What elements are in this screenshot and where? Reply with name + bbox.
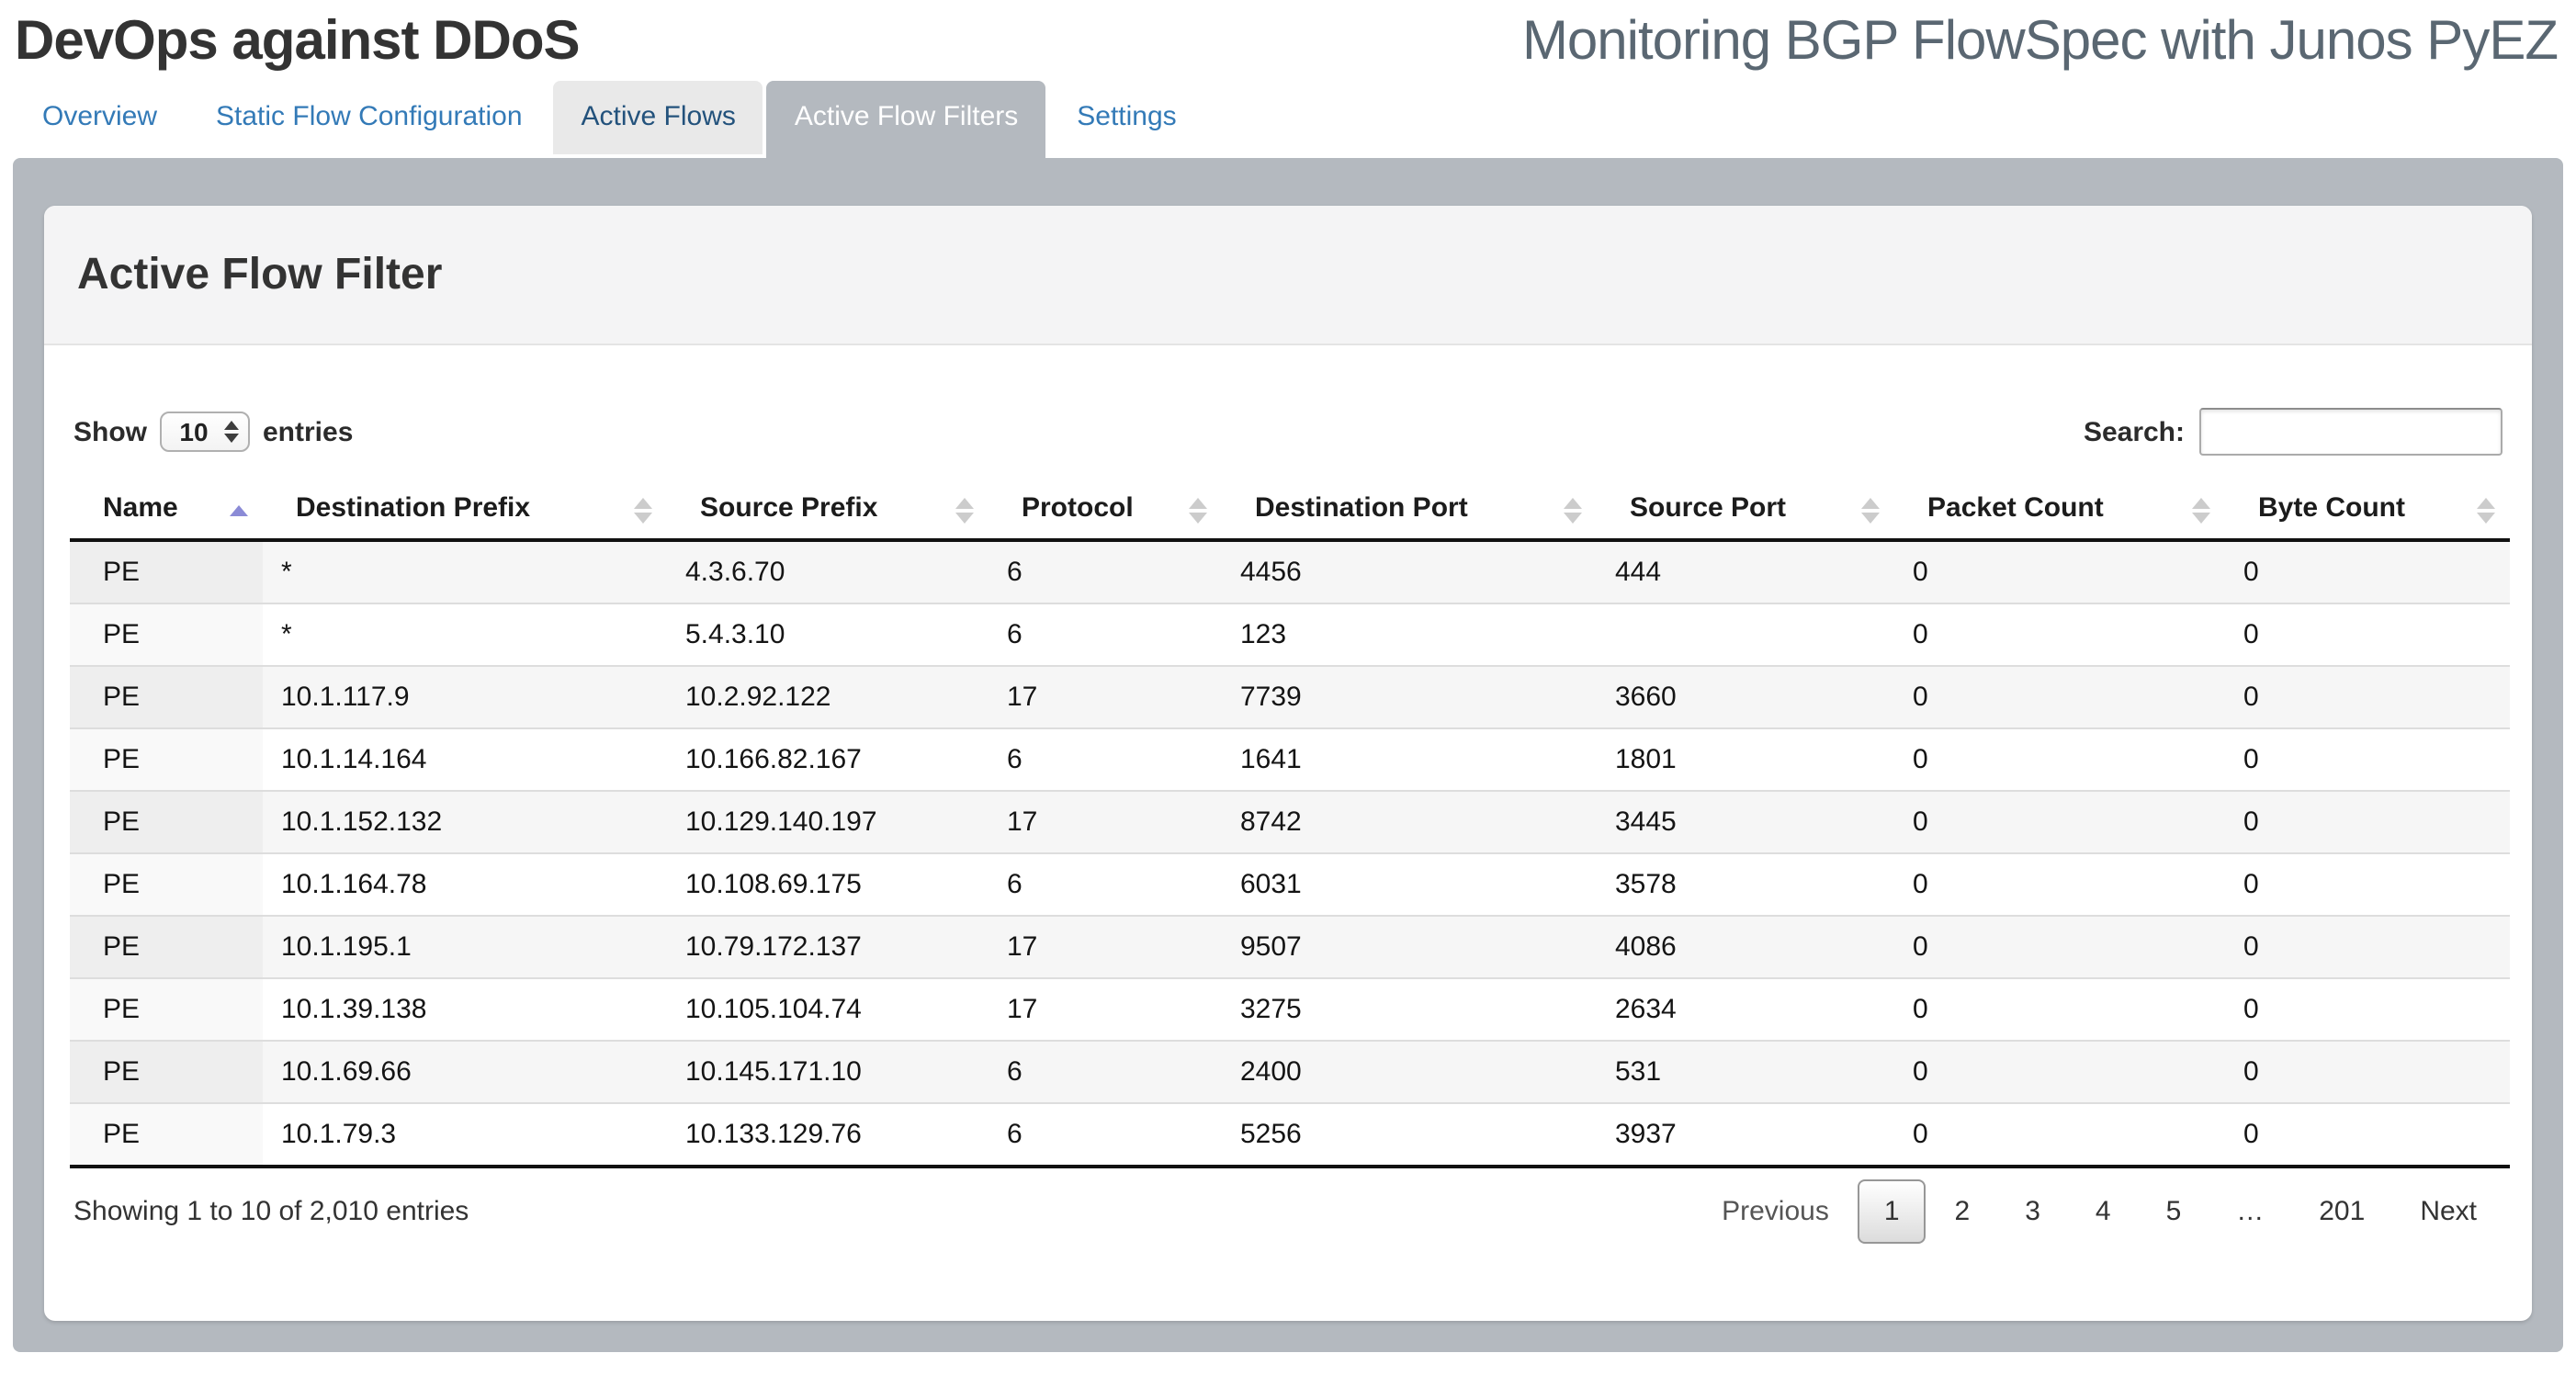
page-size-value: 10 [179,417,209,446]
table-row: PE 10.1.195.1 10.79.172.137 17 9507 4086 0 0 [70,915,2510,978]
table-footer: Showing 1 to 10 of 2,010 entries Previou… [70,1179,2506,1244]
page-button-4[interactable]: 4 [2095,1196,2111,1227]
panel-body: Show 10 entries Search: [44,345,2532,1244]
tab-settings[interactable]: Settings [1077,101,1177,132]
search-label: Search: [2083,416,2185,447]
table-body: PE * 4.3.6.70 6 4456 444 0 0 PE * 5.4.3.10 6 123 0 0 … [70,540,2510,1168]
page-button-5[interactable]: 5 [2165,1196,2182,1227]
sort-both-icon [955,497,974,523]
active-flow-filter-table: Name Destination Prefix Source Prefix Pr… [70,481,2510,1168]
search-input[interactable] [2199,408,2503,456]
column-header-destination-prefix[interactable]: Destination Prefix [263,481,667,542]
panel-title: Active Flow Filter [77,249,443,299]
search-control: Search: [2084,408,2503,456]
tab-bar: Overview Static Flow Configuration Activ… [0,73,2576,162]
sort-both-icon [2192,497,2210,523]
page-header: DevOps against DDoS Monitoring BGP FlowS… [0,0,2576,73]
table-row: PE 10.1.39.138 10.105.104.74 17 3275 2634 0 0 [70,977,2510,1041]
panel-heading: Active Flow Filter [44,206,2532,345]
table-row: PE 10.1.152.132 10.129.140.197 17 8742 3445 0 0 [70,790,2510,853]
pagination-ellipsis: … [2236,1196,2265,1227]
active-flow-filter-panel: Active Flow Filter Show 10 entries Searc… [44,206,2532,1321]
sort-both-icon [1564,497,1582,523]
table-controls: Show 10 entries Search: [70,404,2506,459]
page-title: DevOps against DDoS [15,11,581,72]
previous-page-button[interactable]: Previous [1722,1196,1829,1227]
sort-both-icon [634,497,652,523]
entries-info: Showing 1 to 10 of 2,010 entries [73,1196,469,1227]
entries-label: entries [263,416,354,447]
page-button-1[interactable]: 1 [1858,1179,1926,1244]
column-header-packet-count[interactable]: Packet Count [1894,481,2225,542]
column-header-destination-port[interactable]: Destination Port [1222,481,1597,542]
tab-active-flow-filters[interactable]: Active Flow Filters [766,81,1046,162]
sort-both-icon [1861,497,1880,523]
page-subtitle: Monitoring BGP FlowSpec with Junos PyEZ [1521,11,2559,72]
column-header-name[interactable]: Name [70,481,263,542]
table-row: PE 10.1.79.3 10.133.129.76 6 5256 3937 0 0 [70,1102,2510,1168]
show-label: Show [73,416,147,447]
page-button-3[interactable]: 3 [2025,1196,2040,1227]
sort-both-icon [2477,497,2495,523]
table-row: PE * 5.4.3.10 6 123 0 0 [70,603,2510,666]
select-spinner-icon [224,421,239,443]
column-header-protocol[interactable]: Protocol [989,481,1222,542]
table-row: PE 10.1.164.78 10.108.69.175 6 6031 3578 0 0 [70,852,2510,916]
page-button-201[interactable]: 201 [2319,1196,2366,1227]
tab-static-flow-configuration[interactable]: Static Flow Configuration [216,101,523,132]
column-header-byte-count[interactable]: Byte Count [2225,481,2510,542]
page-length-control: Show 10 entries [73,412,353,452]
table-row: PE * 4.3.6.70 6 4456 444 0 0 [70,540,2510,603]
table-row: PE 10.1.14.164 10.166.82.167 6 1641 1801 0 0 [70,727,2510,791]
tab-content-area: Active Flow Filter Show 10 entries Searc… [13,158,2563,1352]
column-header-source-port[interactable]: Source Port [1597,481,1894,542]
table-header: Name Destination Prefix Source Prefix Pr… [70,481,2510,542]
next-page-button[interactable]: Next [2420,1196,2477,1227]
page-size-select[interactable]: 10 [160,412,250,452]
column-header-source-prefix[interactable]: Source Prefix [667,481,989,542]
sort-asc-icon [230,504,248,515]
table-row: PE 10.1.117.9 10.2.92.122 17 7739 3660 0 0 [70,665,2510,728]
sort-both-icon [1189,497,1207,523]
pagination: Previous 1 2 3 4 5 … 201 Next [1692,1179,2503,1244]
table-row: PE 10.1.69.66 10.145.171.10 6 2400 531 0 0 [70,1040,2510,1103]
page-button-2[interactable]: 2 [1954,1196,1971,1227]
tab-active-flows[interactable]: Active Flows [553,81,763,154]
tab-overview[interactable]: Overview [42,101,158,132]
